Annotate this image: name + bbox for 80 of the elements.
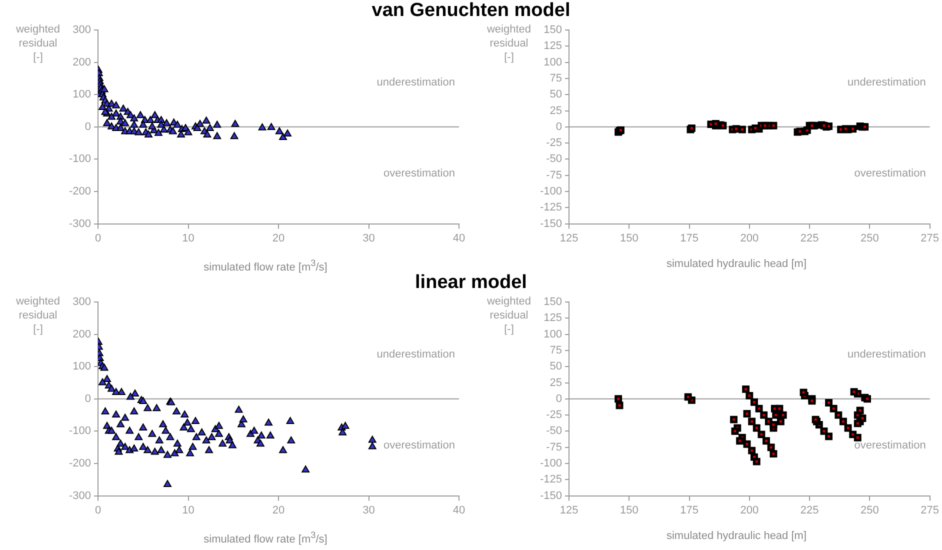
- x-tick-label: 225: [800, 504, 819, 516]
- x-tick-label: 30: [362, 232, 375, 244]
- x-tick-label: 250: [860, 504, 879, 516]
- y-tick-label: 300: [72, 24, 92, 36]
- annotation: overestimation: [383, 439, 455, 452]
- y-tick-label: 75: [550, 72, 562, 84]
- y-tick-label: -150: [540, 490, 562, 502]
- y-tick-label: 300: [72, 296, 92, 308]
- y-tick-label: -25: [546, 137, 562, 150]
- x-tick-label: 200: [740, 504, 759, 516]
- x-tick-label: 10: [182, 504, 194, 516]
- y-tick-label: 125: [544, 312, 562, 324]
- y-tick-label: 100: [544, 328, 562, 340]
- x-tick-label: 250: [860, 232, 879, 244]
- y-tick-label: -75: [546, 441, 562, 454]
- x-tick-label: 175: [680, 504, 698, 516]
- y-tick-label: 100: [72, 88, 92, 101]
- x-tick-label: 30: [362, 504, 375, 516]
- x-tick-label: 20: [272, 504, 285, 516]
- x-tick-label: 40: [452, 504, 466, 516]
- annotation: overestimation: [854, 439, 926, 452]
- x-tick-label: 225: [800, 232, 819, 244]
- x-tick-label: 275: [920, 232, 940, 244]
- y-tick-label: 200: [72, 328, 92, 340]
- y-tick-label: -100: [68, 425, 92, 438]
- y-tick-label: -100: [68, 153, 92, 166]
- y-tick-label: 150: [544, 24, 562, 36]
- annotation: overestimation: [854, 167, 926, 180]
- y-tick-label: -200: [68, 458, 92, 470]
- annotation: underestimation: [376, 348, 455, 360]
- x-tick-label: 0: [94, 504, 102, 516]
- y-tick-label: -150: [540, 218, 562, 230]
- x-axis-title: simulated hydraulic head [m]: [665, 258, 808, 270]
- y-axis-title: weighted residual [-]: [486, 24, 532, 64]
- y-tick-label: 100: [544, 56, 562, 68]
- y-tick-label: -300: [68, 490, 92, 502]
- chart-title: linear model: [414, 272, 528, 294]
- y-tick-label: 125: [544, 40, 562, 52]
- y-tick-label: 50: [550, 88, 562, 101]
- y-tick-label: -50: [546, 425, 562, 438]
- y-tick-label: 0: [84, 120, 92, 133]
- y-tick-label: 0: [556, 392, 562, 405]
- y-tick-label: -100: [540, 186, 562, 198]
- y-tick-label: 200: [72, 56, 92, 68]
- y-tick-label: -75: [546, 169, 562, 182]
- x-tick-label: 20: [272, 232, 285, 244]
- y-tick-label: -300: [68, 218, 92, 230]
- y-tick-label: -100: [540, 458, 562, 470]
- x-axis-title: simulated flow rate [m$^{3}$/s]: [202, 258, 328, 274]
- y-tick-label: 100: [72, 360, 92, 373]
- x-tick-label: 275: [920, 504, 940, 516]
- y-tick-label: 0: [556, 120, 562, 133]
- annotation: overestimation: [383, 167, 455, 180]
- x-tick-label: 0: [94, 232, 102, 244]
- y-tick-label: -125: [540, 474, 562, 486]
- y-tick-label: -200: [68, 186, 92, 198]
- y-tick-label: -125: [540, 202, 562, 214]
- x-axis-title: simulated flow rate [m$^{3}$/s]: [202, 530, 328, 546]
- y-tick-label: 25: [550, 376, 562, 389]
- y-tick-label: 150: [544, 296, 562, 308]
- y-tick-label: -25: [546, 409, 562, 422]
- x-tick-label: 150: [620, 232, 638, 244]
- y-tick-label: -50: [546, 153, 562, 166]
- x-tick-label: 40: [452, 232, 466, 244]
- y-tick-label: 25: [550, 104, 562, 117]
- annotation: underestimation: [848, 76, 926, 88]
- y-axis-title: weighted residual [-]: [14, 296, 60, 336]
- y-axis-title: weighted residual [-]: [486, 296, 532, 336]
- x-tick-label: 10: [182, 232, 194, 244]
- chart-title: van Genuchten model: [370, 0, 572, 22]
- y-tick-label: 75: [550, 344, 562, 356]
- x-tick-label: 175: [680, 232, 698, 244]
- y-tick-label: 0: [84, 392, 92, 405]
- x-axis-title: simulated hydraulic head [m]: [665, 530, 808, 542]
- annotation: underestimation: [376, 76, 455, 88]
- y-axis-title: weighted residual [-]: [14, 24, 60, 64]
- annotation: underestimation: [848, 348, 926, 360]
- y-tick-label: 50: [550, 360, 562, 373]
- x-tick-label: 200: [740, 232, 759, 244]
- x-tick-label: 150: [620, 504, 638, 516]
